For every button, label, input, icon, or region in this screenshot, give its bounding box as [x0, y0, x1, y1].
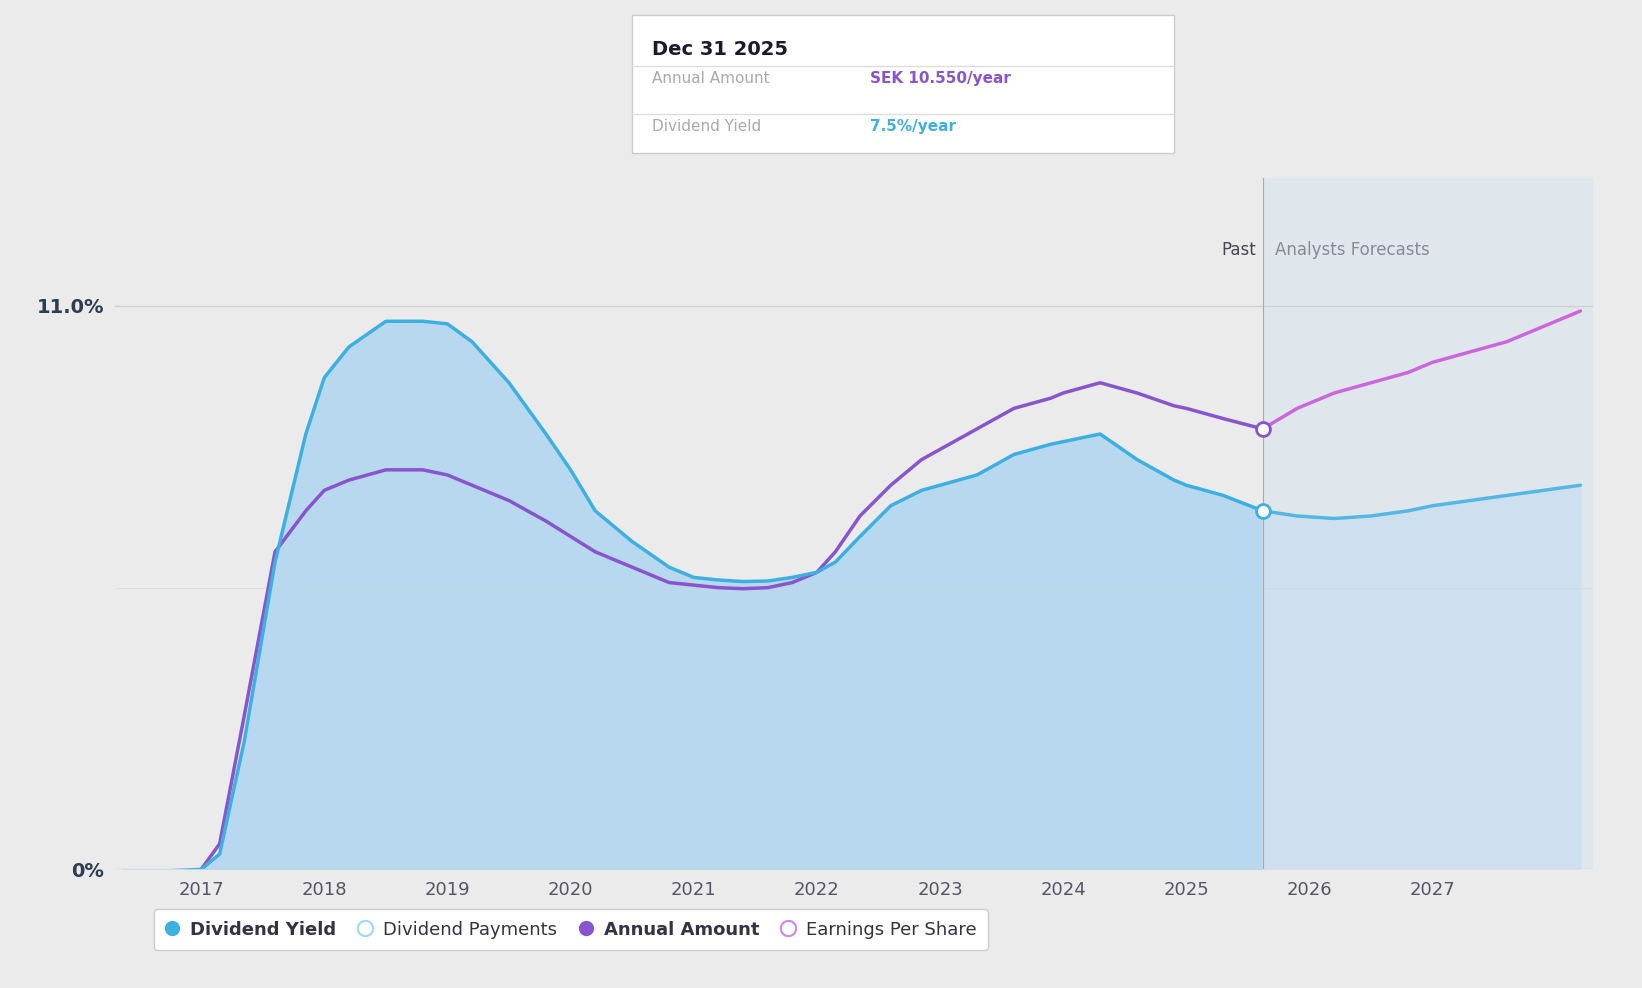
Legend: Dividend Yield, Dividend Payments, Annual Amount, Earnings Per Share: Dividend Yield, Dividend Payments, Annua… [153, 909, 987, 950]
Text: 7.5%/year: 7.5%/year [870, 119, 956, 133]
Bar [1263, 178, 1593, 869]
Text: Dec 31 2025: Dec 31 2025 [652, 40, 788, 58]
Text: Analysts Forecasts: Analysts Forecasts [1274, 241, 1430, 260]
Text: SEK 10.550/year: SEK 10.550/year [870, 71, 1011, 86]
Text: Past: Past [1222, 241, 1256, 260]
Text: Dividend Yield: Dividend Yield [652, 119, 762, 133]
Text: Annual Amount: Annual Amount [652, 71, 770, 86]
